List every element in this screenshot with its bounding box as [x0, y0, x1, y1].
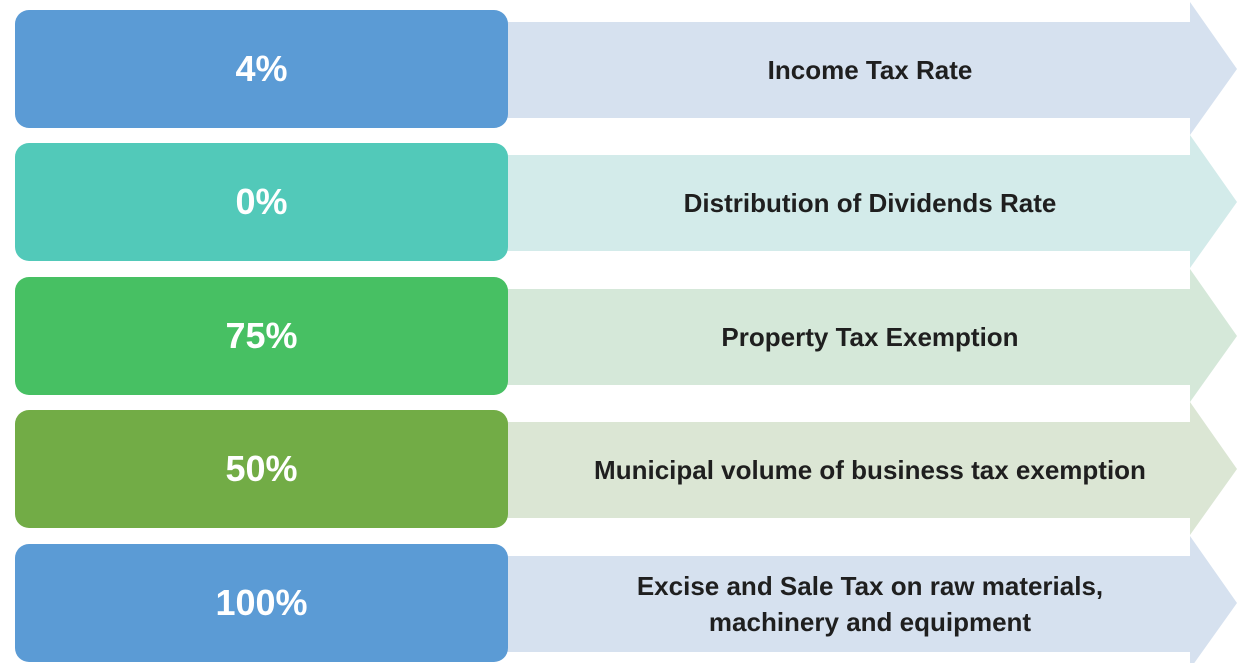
description-text: Income Tax Rate [767, 55, 973, 85]
arrow [500, 135, 1237, 268]
description-text: Distribution of Dividends Rate [683, 188, 1057, 218]
arrow [500, 536, 1237, 663]
description: Municipal volume of business tax exempti… [580, 411, 1160, 529]
value-text: 0% [235, 181, 288, 222]
description-text: Excise and Sale Tax on raw materials, ma… [636, 571, 1104, 637]
value-text: 75% [225, 315, 298, 356]
arrow [500, 2, 1237, 135]
description: Excise and Sale Tax on raw materials, ma… [580, 545, 1160, 663]
value-box: 0% [15, 143, 508, 261]
value-box: 4% [15, 10, 508, 128]
description-text: Municipal volume of business tax exempti… [594, 455, 1146, 485]
value-box: 75% [15, 277, 508, 395]
description: Property Tax Exemption [580, 278, 1160, 396]
value-text: 100% [215, 582, 308, 623]
value-text: 4% [235, 48, 288, 89]
arrow [500, 402, 1237, 535]
description: Distribution of Dividends Rate [580, 144, 1160, 262]
value-box: 100% [15, 544, 508, 662]
description: Income Tax Rate [580, 11, 1160, 129]
description-text: Property Tax Exemption [721, 322, 1019, 352]
value-box: 50% [15, 410, 508, 528]
value-text: 50% [225, 448, 298, 489]
arrow [500, 269, 1237, 402]
